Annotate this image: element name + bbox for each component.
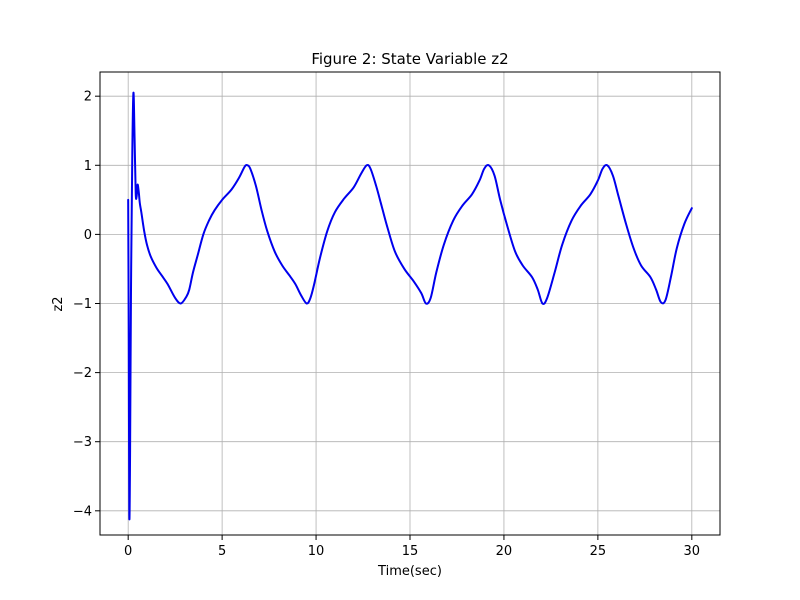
y-tick-label: −4 xyxy=(73,504,92,519)
x-tick-label: 30 xyxy=(684,544,701,559)
x-tick-label: 0 xyxy=(124,544,132,559)
x-axis-label: Time(sec) xyxy=(377,564,442,579)
y-tick-labels: −4 −3 −2 −1 0 1 2 xyxy=(73,90,92,520)
x-tick-labels: 0 5 10 15 20 25 30 xyxy=(124,544,700,559)
chart-title: Figure 2: State Variable z2 xyxy=(311,50,508,68)
z2-series-line xyxy=(127,91,693,521)
x-tick-label: 5 xyxy=(218,544,226,559)
y-tick-label: 1 xyxy=(84,159,92,174)
y-axis-label: z2 xyxy=(51,296,66,311)
x-tick-label: 10 xyxy=(308,544,325,559)
grid-lines xyxy=(100,72,720,535)
x-tick-label: 15 xyxy=(402,544,419,559)
y-tick-label: −2 xyxy=(73,366,92,381)
x-tick-label: 20 xyxy=(496,544,513,559)
y-tick-label: −3 xyxy=(73,435,92,450)
tick-marks xyxy=(95,95,693,540)
x-tick-label: 25 xyxy=(590,544,607,559)
y-tick-label: 2 xyxy=(84,90,92,105)
series-layer xyxy=(127,91,693,521)
y-tick-label: −1 xyxy=(73,297,92,312)
y-tick-label: 0 xyxy=(84,228,92,243)
